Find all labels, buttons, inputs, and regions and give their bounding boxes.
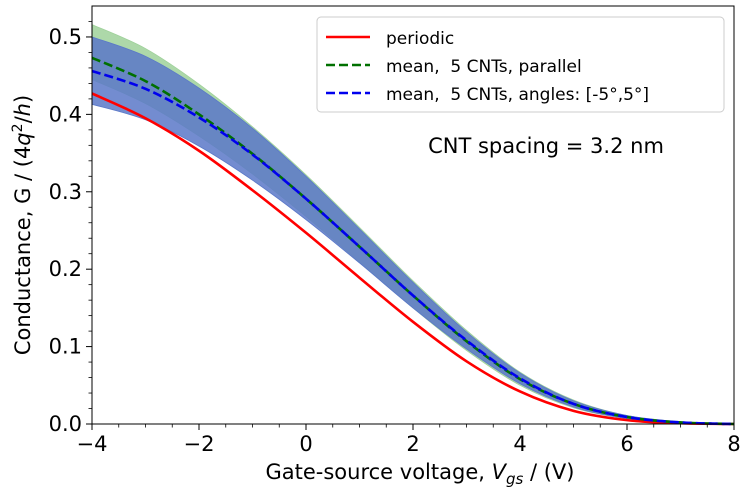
y-tick-label: 0.3 [49, 180, 82, 204]
legend-label-angles: mean, 5 CNTs, angles: [-5°,5°] [386, 85, 649, 105]
y-tick-label: 0.5 [49, 25, 82, 49]
x-tick-label: −4 [77, 432, 108, 456]
legend-label-parallel: mean, 5 CNTs, parallel [386, 57, 582, 77]
x-tick-label: 6 [620, 432, 633, 456]
legend-box [316, 16, 725, 113]
y-tick-label: 0.1 [49, 335, 82, 359]
x-tick-label: −2 [184, 432, 215, 456]
y-axis-label: Conductance, G / (4q2/h) [10, 95, 35, 355]
y-tick-label: 0.2 [49, 257, 82, 281]
line-series-2 [91, 69, 735, 426]
cnt-spacing-annotation: CNT spacing = 3.2 nm [428, 134, 664, 158]
line-series-0 [91, 92, 735, 426]
legend: periodic mean, 5 CNTs, parallel mean, 5 … [316, 16, 725, 113]
x-tick-label: 8 [727, 432, 740, 456]
series-lines [91, 56, 735, 426]
x-axis-label: Gate-source voltage, Vgs / (V) [265, 460, 574, 488]
legend-label-periodic: periodic [386, 29, 454, 49]
x-tick-label: 0 [299, 432, 312, 456]
y-tick-label: 0.4 [49, 102, 82, 126]
x-axis-ticks: −4 −2 0 2 4 6 8 [77, 424, 741, 456]
x-tick-label: 4 [513, 432, 526, 456]
x-tick-label: 2 [406, 432, 419, 456]
y-axis-ticks: 0.0 0.1 0.2 0.3 0.4 0.5 [49, 21, 92, 436]
y-tick-label: 0.0 [49, 412, 82, 436]
